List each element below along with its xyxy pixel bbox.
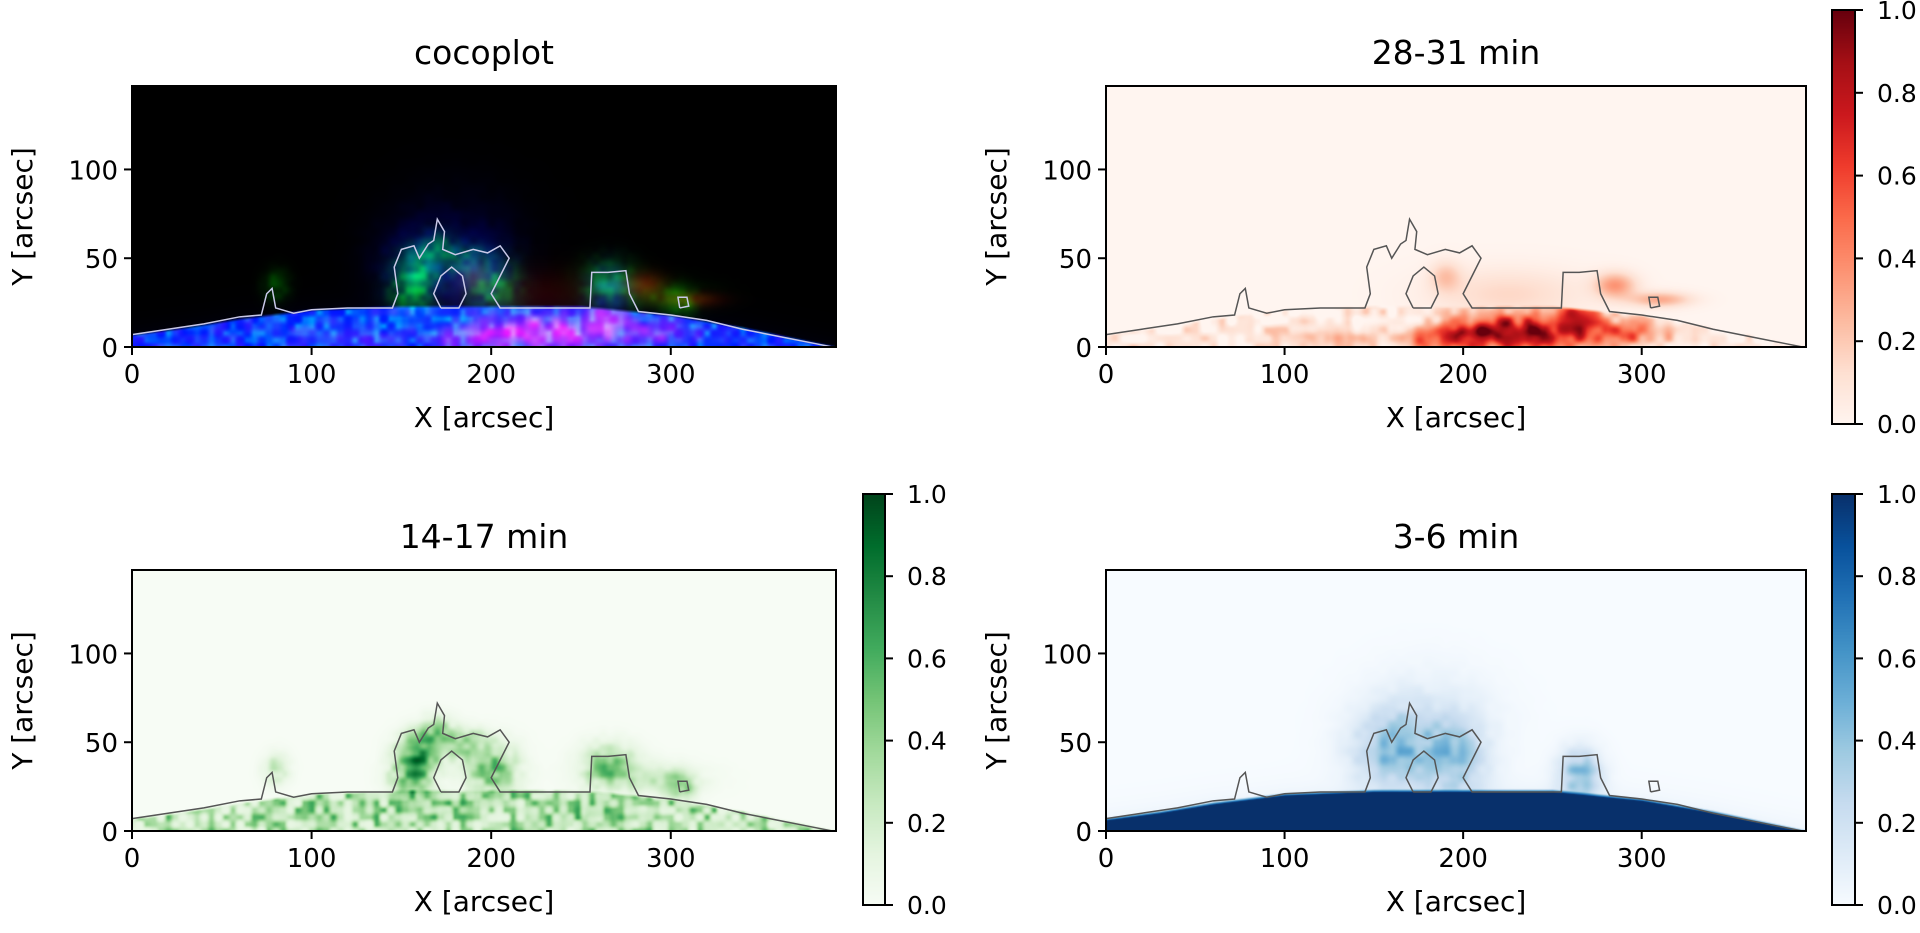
colorbar-tick-label: 1.0 [1877, 480, 1917, 509]
colorbar-tick-label: 0.6 [1877, 644, 1917, 673]
y-tick-label: 50 [1059, 729, 1092, 759]
heatmap-28-31-min [1106, 86, 1806, 347]
limb-contour [1105, 700, 1803, 832]
y-tick-label: 50 [85, 729, 118, 759]
x-tick-label: 100 [287, 844, 337, 874]
x-tick-label: 200 [1438, 360, 1488, 390]
colorbar-reds: 0.0 0.2 0.4 0.6 0.8 1.0 [1831, 0, 1917, 439]
colorbar-tick-label: 0.8 [1877, 562, 1917, 591]
x-tick-label: 100 [1260, 844, 1310, 874]
colorbar-frame [1831, 493, 1856, 906]
panel-2: 14-17 min 0 100 200 300 0 50 100 X [arcsec] Y [ar… [6, 517, 837, 918]
colorbar-frame [1831, 9, 1856, 425]
x-tick-label: 200 [466, 360, 516, 390]
x-axis-label: X [arcsec] [414, 885, 555, 918]
x-tick-label: 100 [1260, 360, 1310, 390]
x-axis-label: X [arcsec] [1386, 401, 1527, 434]
axes-frame [131, 85, 837, 348]
x-tick-label: 0 [1098, 844, 1115, 874]
contour-loop [1405, 266, 1439, 309]
y-tick-label: 100 [1042, 640, 1092, 670]
y-tick-label: 100 [1042, 156, 1092, 186]
x-tick-label: 0 [124, 360, 141, 390]
colorbar-tick-label: 0.4 [1877, 244, 1917, 273]
y-tick-label: 50 [85, 245, 118, 275]
colorbar-tick-label: 1.0 [1877, 0, 1917, 25]
panel-0: cocoplot 0 100 200 300 0 50 100 X [arcsec] Y [arc… [6, 33, 837, 434]
cocoplot-image [132, 86, 836, 347]
colorbar-tick-label: 0.2 [1877, 327, 1917, 356]
x-tick-label: 300 [646, 360, 696, 390]
x-axis-label: X [arcsec] [414, 401, 555, 434]
y-tick-label: 50 [1059, 245, 1092, 275]
panel-title: 14-17 min [400, 517, 569, 556]
y-tick-label: 100 [68, 640, 118, 670]
y-axis-label: Y [arcsec] [980, 631, 1013, 771]
x-tick-label: 300 [1617, 844, 1667, 874]
colorbar-frame [862, 493, 886, 906]
x-tick-label: 300 [646, 844, 696, 874]
colorbar-blues: 0.0 0.2 0.4 0.6 0.8 1.0 [1831, 480, 1917, 920]
heatmap-3-6-min [1106, 570, 1806, 831]
y-axis-label: Y [arcsec] [980, 147, 1013, 287]
y-tick-label: 0 [1075, 334, 1092, 364]
x-tick-label: 300 [1617, 360, 1667, 390]
colorbar-tick-label: 0.8 [907, 562, 947, 591]
contour-loop [432, 266, 467, 309]
colorbar-blues [1832, 494, 1855, 905]
panel-title: cocoplot [414, 33, 554, 72]
axes-frame [131, 569, 837, 832]
contour-loop [677, 296, 690, 309]
panel-1: 28-31 min 0 100 200 300 0 50 100 X [arcsec] Y [ar… [980, 33, 1807, 434]
contour-loop [432, 750, 467, 793]
panel-title: 3-6 min [1393, 517, 1520, 556]
y-tick-label: 100 [68, 156, 118, 186]
y-tick-label: 0 [101, 334, 118, 364]
contour-loop [1405, 750, 1439, 793]
colorbar-tick-label: 0.2 [907, 809, 947, 838]
colorbar-tick-label: 0.0 [1877, 891, 1917, 920]
limb-contour [131, 700, 833, 832]
axes-frame [1105, 85, 1807, 348]
contour-loop [1647, 780, 1661, 793]
x-tick-label: 0 [124, 844, 141, 874]
y-tick-label: 0 [1075, 818, 1092, 848]
contour-loop [1647, 296, 1661, 309]
x-tick-label: 200 [1438, 844, 1488, 874]
axes-frame [1105, 569, 1807, 832]
panel-3: 3-6 min 0 100 200 300 0 50 100 X [arcsec] Y [arcs… [980, 517, 1807, 918]
colorbar-greens: 0.0 0.2 0.4 0.6 0.8 1.0 [862, 480, 947, 920]
y-tick-label: 0 [101, 818, 118, 848]
colorbar-tick-label: 0.8 [1877, 79, 1917, 108]
limb-contour [1105, 216, 1803, 348]
colorbar-tick-label: 1.0 [907, 480, 947, 509]
colorbar-tick-label: 0.0 [907, 891, 947, 920]
colorbar-greens [863, 494, 885, 905]
limb-contour [131, 216, 833, 348]
colorbar-tick-label: 0.6 [1877, 162, 1917, 191]
panel-title: 28-31 min [1372, 33, 1541, 72]
x-tick-label: 0 [1098, 360, 1115, 390]
heatmap-14-17-min [132, 570, 836, 831]
y-axis-label: Y [arcsec] [6, 631, 39, 771]
colorbar-tick-label: 0.0 [1877, 410, 1917, 439]
x-axis-label: X [arcsec] [1386, 885, 1527, 918]
y-axis-label: Y [arcsec] [6, 147, 39, 287]
x-tick-label: 100 [287, 360, 337, 390]
colorbar-tick-label: 0.6 [907, 644, 947, 673]
colorbar-tick-label: 0.4 [1877, 727, 1917, 756]
contour-loop [677, 780, 690, 793]
x-tick-label: 200 [466, 844, 516, 874]
colorbar-tick-label: 0.4 [907, 727, 947, 756]
colorbar-tick-label: 0.2 [1877, 809, 1917, 838]
colorbar-reds [1832, 10, 1855, 424]
